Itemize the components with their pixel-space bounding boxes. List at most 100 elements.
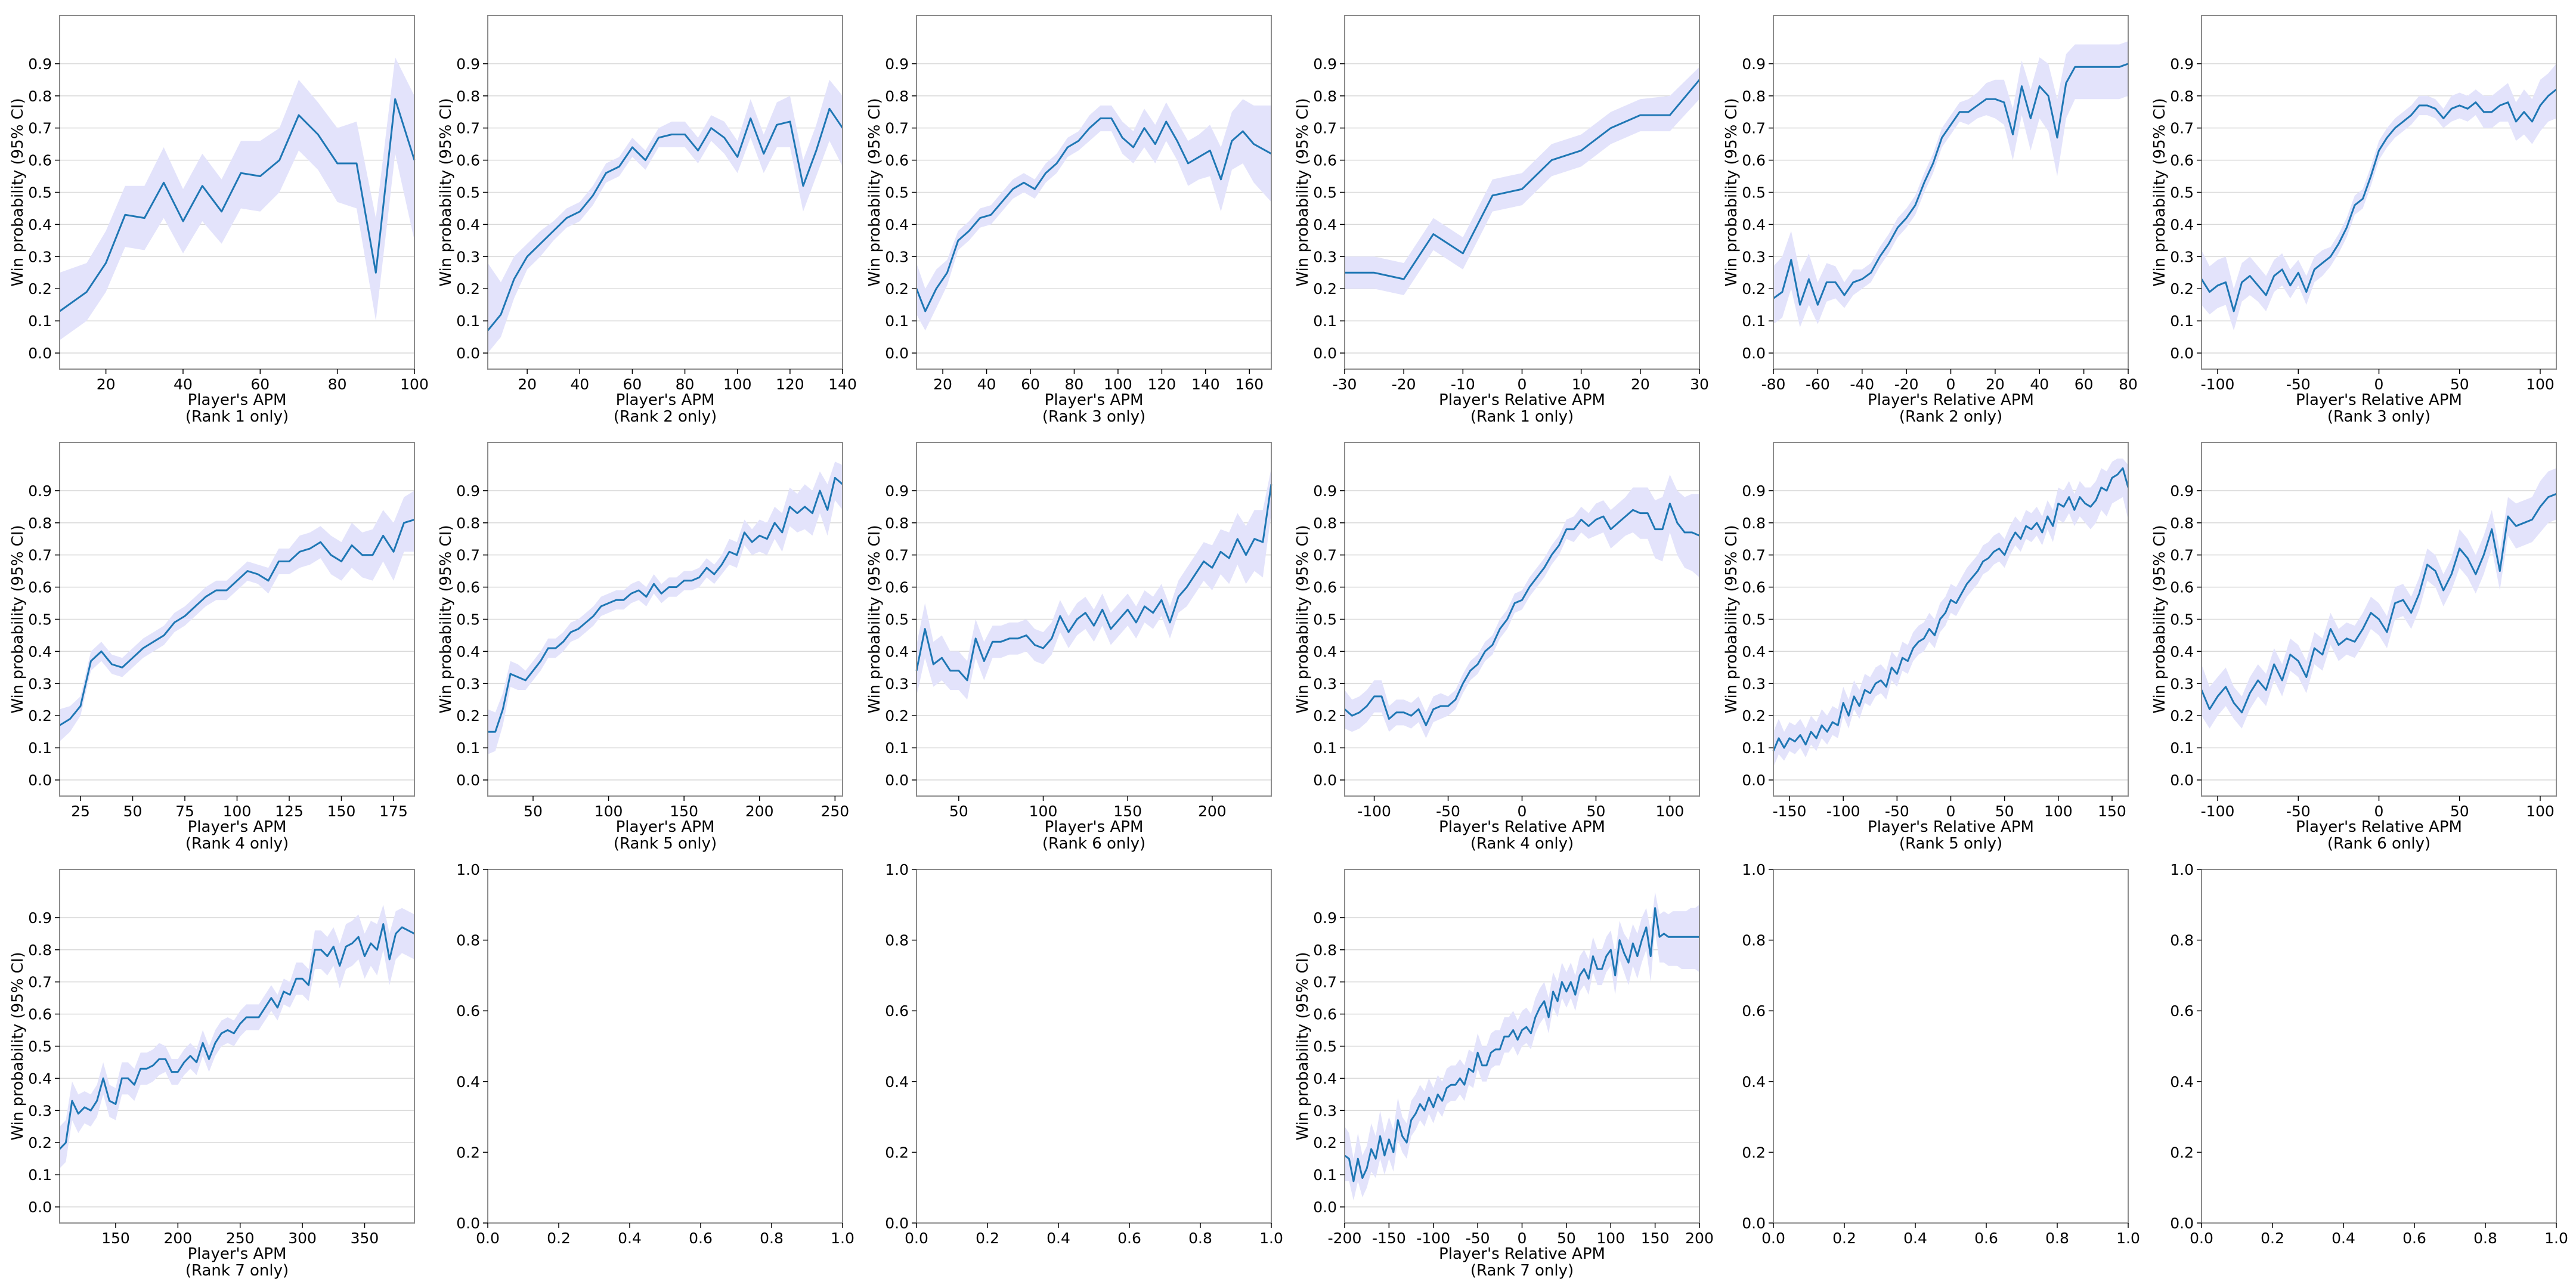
y-tick-label: 0.6: [456, 152, 480, 169]
x-tick-label: -20: [1392, 376, 1416, 393]
y-tick-label: 0.2: [1742, 1144, 1766, 1161]
x-tick-label: -50: [1885, 803, 1909, 820]
y-tick-label: 0.1: [2170, 739, 2194, 757]
y-tick-label: 0.6: [885, 1002, 909, 1020]
y-tick-label: 0.5: [1313, 184, 1337, 202]
x-tick-label: 1.0: [1259, 1230, 1283, 1247]
y-tick-label: 0.1: [1313, 312, 1337, 330]
x-tick-label: 0: [1946, 803, 1956, 820]
x-tick-label: 100: [2526, 376, 2555, 393]
y-tick-label: 0.5: [28, 611, 52, 628]
x-tick-label: 140: [828, 376, 857, 393]
x-tick-label: 20: [933, 376, 952, 393]
win-probability-line: [59, 98, 416, 312]
x-tick-label: 150: [2098, 803, 2126, 820]
x-axis-label: Player's Relative APM: [1868, 391, 2034, 409]
y-tick-label: 0.8: [1313, 942, 1337, 959]
y-tick-label: 0.7: [28, 974, 52, 991]
y-tick-label: 0.5: [885, 184, 909, 202]
x-tick-label: 20: [1986, 376, 2005, 393]
y-tick-label: 0.5: [1313, 611, 1337, 628]
y-tick-label: 0.0: [2170, 1215, 2194, 1232]
y-tick-label: 0.6: [1742, 1002, 1766, 1020]
axes-frame: [1773, 869, 2129, 1224]
y-tick-label: 0.4: [885, 1073, 909, 1091]
y-tick-label: 0.2: [885, 707, 909, 724]
y-tick-label: 0.6: [1742, 579, 1766, 596]
y-tick-label: 0.0: [2170, 772, 2194, 789]
x-tick-label: 1.0: [831, 1230, 854, 1247]
subplot-4: -30 -20 -10 0 10 20 30 0.0 0.1 0.2 0.3 0.4 0.5 0.6 0.7…: [1294, 15, 1709, 426]
x-axis-label: Player's Relative APM: [2296, 818, 2462, 836]
y-tick-label: 0.0: [28, 772, 52, 789]
y-tick-label: 0.2: [28, 707, 52, 724]
x-tick-label: 0.2: [1832, 1230, 1856, 1247]
x-tick-label: 100: [595, 803, 623, 820]
x-tick-label: 60: [250, 376, 270, 393]
y-axis-label: Win probability (95% CI): [2151, 525, 2169, 713]
x-tick-label: 0.0: [1761, 1230, 1785, 1247]
y-tick-label: 0.0: [2170, 345, 2194, 362]
x-tick-label: 50: [2450, 803, 2469, 820]
x-tick-label: -100: [1416, 1230, 1450, 1247]
y-tick-label: 0.3: [28, 675, 52, 692]
x-tick-label: 0.6: [1974, 1230, 1998, 1247]
confidence-band: [1345, 891, 1699, 1201]
x-tick-label: 1.0: [2116, 1230, 2140, 1247]
y-tick-label: 0.7: [456, 120, 480, 137]
y-tick-label: 0.4: [28, 216, 52, 233]
y-tick-label: 0.7: [1313, 120, 1337, 137]
y-tick-label: 0.6: [2170, 579, 2194, 596]
x-axis-label: Player's Relative APM: [2296, 391, 2462, 409]
y-tick-label: 0.4: [2170, 216, 2194, 233]
y-tick-label: 0.7: [28, 120, 52, 137]
y-tick-label: 0.9: [2170, 482, 2194, 500]
y-tick-label: 0.7: [1313, 974, 1337, 991]
x-axis-label: Player's APM: [1045, 391, 1144, 409]
x-tick-label: 250: [226, 1230, 255, 1247]
confidence-band: [488, 79, 843, 354]
y-tick-label: 0.0: [28, 1199, 52, 1216]
y-tick-label: 0.5: [1742, 611, 1766, 628]
y-tick-label: 0.8: [1742, 515, 1766, 532]
y-tick-label: 0.3: [28, 1102, 52, 1119]
win-probability-line: [488, 476, 843, 733]
x-tick-label: 100: [1104, 376, 1132, 393]
x-tick-label: 0.8: [2045, 1230, 2069, 1247]
x-tick-label: -150: [1372, 1230, 1406, 1247]
x-tick-label: 25: [71, 803, 90, 820]
x-tick-label: 50: [1557, 1230, 1576, 1247]
y-tick-label: 0.1: [2170, 312, 2194, 330]
x-tick-label: 20: [97, 376, 116, 393]
y-tick-label: 0.8: [1313, 515, 1337, 532]
x-tick-label: 0.4: [1903, 1230, 1927, 1247]
y-tick-label: 0.6: [456, 1002, 480, 1020]
x-tick-label: 150: [1641, 1230, 1670, 1247]
y-tick-label: 0.7: [885, 120, 909, 137]
y-tick-label: 0.5: [456, 184, 480, 202]
y-tick-label: 1.0: [1742, 861, 1766, 878]
x-tick-label: 60: [623, 376, 642, 393]
x-tick-label: 100: [1656, 803, 1685, 820]
confidence-band: [60, 905, 414, 1169]
y-tick-label: 0.2: [2170, 1144, 2194, 1161]
x-tick-label: 250: [821, 803, 849, 820]
x-tick-label: 40: [2030, 376, 2049, 393]
x-tick-label: 30: [1690, 376, 1709, 393]
y-tick-label: 0.4: [2170, 1073, 2194, 1091]
y-tick-label: 0.1: [28, 312, 52, 330]
y-axis-label: Win probability (95% CI): [1294, 98, 1312, 286]
y-tick-label: 0.0: [1313, 345, 1337, 362]
x-tick-label: 50: [524, 803, 543, 820]
x-tick-label: 0: [1518, 803, 1527, 820]
win-probability-line: [1344, 907, 1699, 1182]
y-tick-label: 0.0: [885, 1215, 909, 1232]
y-tick-label: 0.8: [2170, 88, 2194, 105]
x-axis-label: Player's Relative APM: [1439, 818, 1605, 836]
y-tick-label: 0.9: [1313, 909, 1337, 927]
y-tick-label: 0.8: [1742, 932, 1766, 949]
y-tick-label: 1.0: [885, 861, 909, 878]
x-tick-label: 1.0: [2544, 1230, 2568, 1247]
y-tick-label: 0.1: [1313, 739, 1337, 757]
y-tick-label: 0.9: [1313, 55, 1337, 73]
